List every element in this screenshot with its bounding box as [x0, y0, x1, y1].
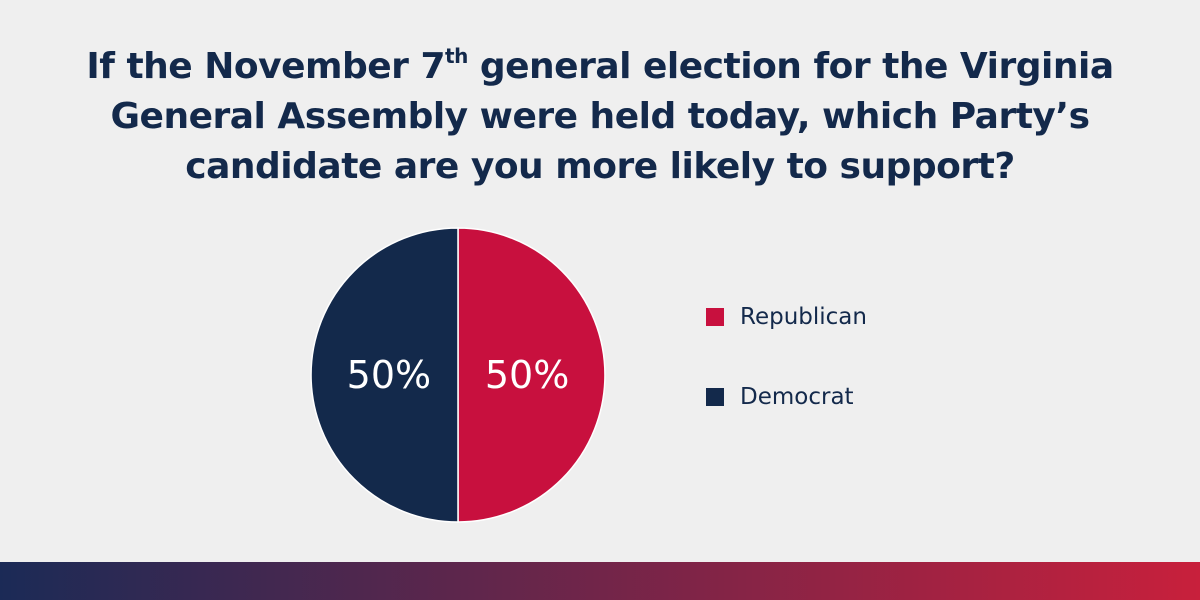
- pie-slice-democrat: [310, 227, 459, 523]
- pie-slice-republican: [457, 227, 606, 523]
- legend-item-democrat: Democrat: [706, 378, 867, 416]
- legend: Republican Democrat: [706, 298, 867, 458]
- pie-label-democrat: 50%: [347, 353, 431, 397]
- legend-item-republican: Republican: [706, 298, 867, 336]
- legend-swatch-democrat: [706, 388, 724, 406]
- pie-label-republican: 50%: [485, 353, 569, 397]
- chart-title: If the November 7th general election for…: [60, 42, 1140, 192]
- chart-title-part1: If the November 7: [86, 46, 446, 87]
- legend-label-democrat: Democrat: [740, 384, 854, 410]
- footer-gradient-bar: [0, 562, 1200, 600]
- chart-title-part2: general election for the Virginia Genera…: [110, 46, 1115, 187]
- legend-label-republican: Republican: [740, 304, 867, 330]
- chart-title-superscript: th: [445, 44, 468, 68]
- pie-chart: 50% 50%: [310, 227, 606, 523]
- legend-swatch-republican: [706, 308, 724, 326]
